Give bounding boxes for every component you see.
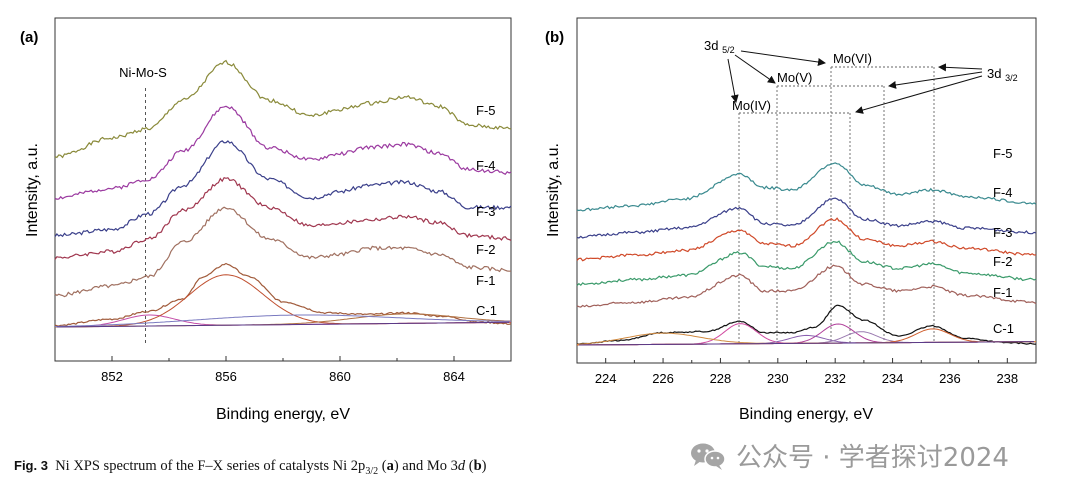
panel-b-series-group	[576, 162, 1037, 346]
wechat-icon	[691, 443, 726, 470]
series-line-f-4	[54, 105, 512, 200]
watermark: 公众号 · 学者探讨2024	[688, 437, 1009, 474]
panel-b-chart: (b) 224 226 228 230 232 234 236 238 Binding ene…	[545, 17, 1037, 423]
arrow-to-movi	[740, 50, 826, 66]
label-3d52-text-subscript: 5/2	[722, 45, 735, 55]
series-line-c-1	[54, 262, 512, 327]
x-tick-label: 864	[443, 369, 465, 384]
series-label-b-c1: C-1	[993, 321, 1014, 336]
c1-baseline	[56, 321, 510, 328]
series-line-f-3	[576, 217, 1037, 262]
panel-b-label: (b)	[545, 29, 564, 46]
caption-italic-d: d	[457, 458, 466, 474]
caption-label: Fig. 3	[14, 458, 48, 473]
panel-b-ylabel: Intensity, a.u.	[545, 143, 562, 237]
series-line-f-4	[576, 197, 1037, 239]
panel-a-series-labels: F-5 F-4 F-3 F-2 F-1 C-1	[476, 103, 497, 318]
series-label-c1: C-1	[476, 303, 497, 318]
series-label-b-f2: F-2	[993, 254, 1013, 269]
x-tick-label: 232	[824, 371, 846, 386]
caption-part-b: b	[473, 458, 482, 474]
panel-a-label: (a)	[20, 29, 38, 46]
c1-baseline	[578, 341, 1035, 346]
panel-a-x-axis: 852 856 860 864	[54, 356, 512, 384]
panel-a-series-group	[54, 59, 512, 328]
caption-middle: and Mo 3	[398, 458, 458, 474]
x-tick-label: 852	[101, 369, 123, 384]
x-tick-label: 230	[767, 371, 789, 386]
series-label-f1: F-1	[476, 273, 496, 288]
arrow-to-movi-33	[938, 63, 983, 72]
panel-a-ylabel: Intensity, a.u.	[24, 143, 41, 237]
series-label-f3: F-3	[476, 204, 496, 219]
x-tick-label: 234	[882, 371, 904, 386]
series-label-b-f4: F-4	[993, 185, 1013, 200]
label-3d52: 3d 5/2	[704, 38, 735, 55]
series-line-f-5	[576, 162, 1037, 212]
label-3d32-text: 3d	[987, 66, 1001, 81]
panel-b-xlabel: Binding energy, eV	[739, 406, 873, 423]
figure-caption: Fig. 3 Ni XPS spectrum of the F–X series…	[14, 458, 487, 477]
arrow-to-mov-33	[888, 71, 983, 89]
panel-b-series-labels: F-5 F-4 F-3 F-2 F-1 C-1	[993, 146, 1014, 336]
series-line-f-1	[54, 206, 512, 298]
series-line-f-5	[54, 59, 512, 159]
c1-fit-component	[55, 314, 511, 327]
series-label-f4: F-4	[476, 158, 496, 173]
annotation-ni-mo-s: Ni-Mo-S	[119, 65, 167, 80]
x-tick-label: 228	[710, 371, 732, 386]
label-movi: Mo(VI)	[833, 51, 872, 66]
series-label-b-f5: F-5	[993, 146, 1013, 161]
arrow-to-moiv-33	[855, 75, 983, 114]
series-line-f-2	[576, 240, 1037, 287]
x-tick-label: 238	[996, 371, 1018, 386]
label-3d32-text-subscript: 3/2	[1005, 73, 1018, 83]
label-3d52-text: 3d	[704, 38, 718, 53]
series-line-f-3	[54, 140, 512, 238]
caption-text: Ni XPS spectrum of the F–X series of cat…	[55, 458, 366, 474]
panel-a-chart: (a) 852 856 860 864 Binding energy, eV Inte…	[20, 17, 512, 423]
annotation-arrows	[727, 50, 983, 114]
x-tick-label: 860	[329, 369, 351, 384]
label-moiv: Mo(IV)	[732, 98, 771, 113]
label-mov: Mo(V)	[777, 70, 812, 85]
panel-a-xlabel: Binding energy, eV	[216, 406, 350, 423]
series-label-b-f3: F-3	[993, 225, 1013, 240]
panel-b-x-axis: 224 226 228 230 232 234 236 238	[576, 358, 1037, 386]
series-label-b-f1: F-1	[993, 285, 1013, 300]
series-line-c-1	[576, 304, 1037, 345]
series-line-f-1	[576, 264, 1037, 308]
x-tick-label: 226	[652, 371, 674, 386]
caption-subscript: 3/2	[365, 465, 379, 477]
x-tick-label: 224	[595, 371, 617, 386]
caption-part-a: a	[386, 458, 394, 474]
x-tick-label: 856	[215, 369, 237, 384]
series-label-f2: F-2	[476, 242, 496, 257]
x-tick-label: 236	[939, 371, 961, 386]
arrow-to-mov	[734, 54, 776, 84]
mo-reference-lines	[738, 66, 935, 343]
watermark-text: 公众号 · 学者探讨2024	[736, 443, 1009, 473]
arrow-to-moiv	[727, 58, 739, 103]
series-label-f5: F-5	[476, 103, 496, 118]
series-line-f-2	[54, 176, 512, 260]
label-3d32: 3d 3/2	[987, 66, 1018, 83]
